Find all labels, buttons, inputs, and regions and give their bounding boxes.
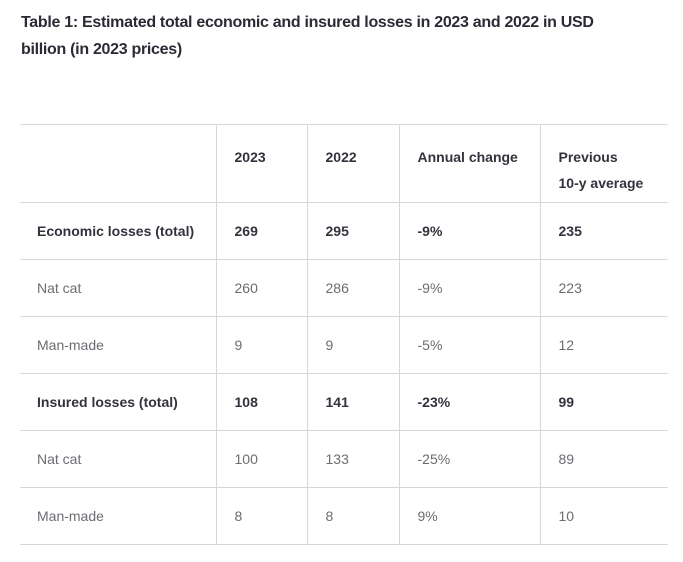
cell-previous-10y-average: 99: [540, 373, 668, 431]
cell-2023: 108: [216, 373, 308, 431]
cell-2023: 100: [216, 430, 308, 488]
cell-2022: 133: [307, 430, 400, 488]
table-title: Table 1: Estimated total economic and in…: [21, 14, 594, 58]
cell-previous-10y-average: 89: [540, 430, 668, 488]
cell-2022: 141: [307, 373, 400, 431]
column-header-annual-change: Annual change: [399, 124, 541, 203]
cell-2022: 9: [307, 316, 400, 374]
cell-2022: 286: [307, 259, 400, 317]
table-row-man-made-economic: Man-made 9 9 -5% 12: [20, 316, 668, 374]
cell-annual-change: -5%: [399, 316, 541, 374]
row-label: Man-made: [20, 487, 217, 545]
cell-previous-10y-average: 223: [540, 259, 668, 317]
cell-2023: 8: [216, 487, 308, 545]
cell-previous-10y-average: 10: [540, 487, 668, 545]
cell-2023: 260: [216, 259, 308, 317]
cell-2023: 269: [216, 202, 308, 260]
cell-annual-change: -9%: [399, 259, 541, 317]
cell-annual-change: 9%: [399, 487, 541, 545]
cell-annual-change: -9%: [399, 202, 541, 260]
cell-previous-10y-average: 12: [540, 316, 668, 374]
column-header-empty: [20, 124, 217, 203]
row-label: Nat cat: [20, 430, 217, 488]
row-label: Economic losses (total): [20, 202, 217, 260]
cell-2022: 295: [307, 202, 400, 260]
losses-table: 2023 2022 Annual change Previous 10-y av…: [20, 124, 668, 545]
column-header-2023: 2023: [216, 124, 308, 203]
cell-previous-10y-average: 235: [540, 202, 668, 260]
cell-2023: 9: [216, 316, 308, 374]
cell-annual-change: -25%: [399, 430, 541, 488]
table-row-nat-cat-insured: Nat cat 100 133 -25% 89: [20, 430, 668, 488]
header-row: 2023 2022 Annual change Previous 10-y av…: [20, 124, 668, 203]
cell-2022: 8: [307, 487, 400, 545]
row-label: Man-made: [20, 316, 217, 374]
table-row-man-made-insured: Man-made 8 8 9% 10: [20, 487, 668, 545]
table-row-insured-losses-total: Insured losses (total) 108 141 -23% 99: [20, 373, 668, 431]
row-label: Nat cat: [20, 259, 217, 317]
column-header-previous-10y-average: Previous 10-y average: [540, 124, 668, 203]
cell-annual-change: -23%: [399, 373, 541, 431]
column-header-2022: 2022: [307, 124, 400, 203]
table-row-nat-cat-economic: Nat cat 260 286 -9% 223: [20, 259, 668, 317]
row-label: Insured losses (total): [20, 373, 217, 431]
table-row-economic-losses-total: Economic losses (total) 269 295 -9% 235: [20, 202, 668, 260]
